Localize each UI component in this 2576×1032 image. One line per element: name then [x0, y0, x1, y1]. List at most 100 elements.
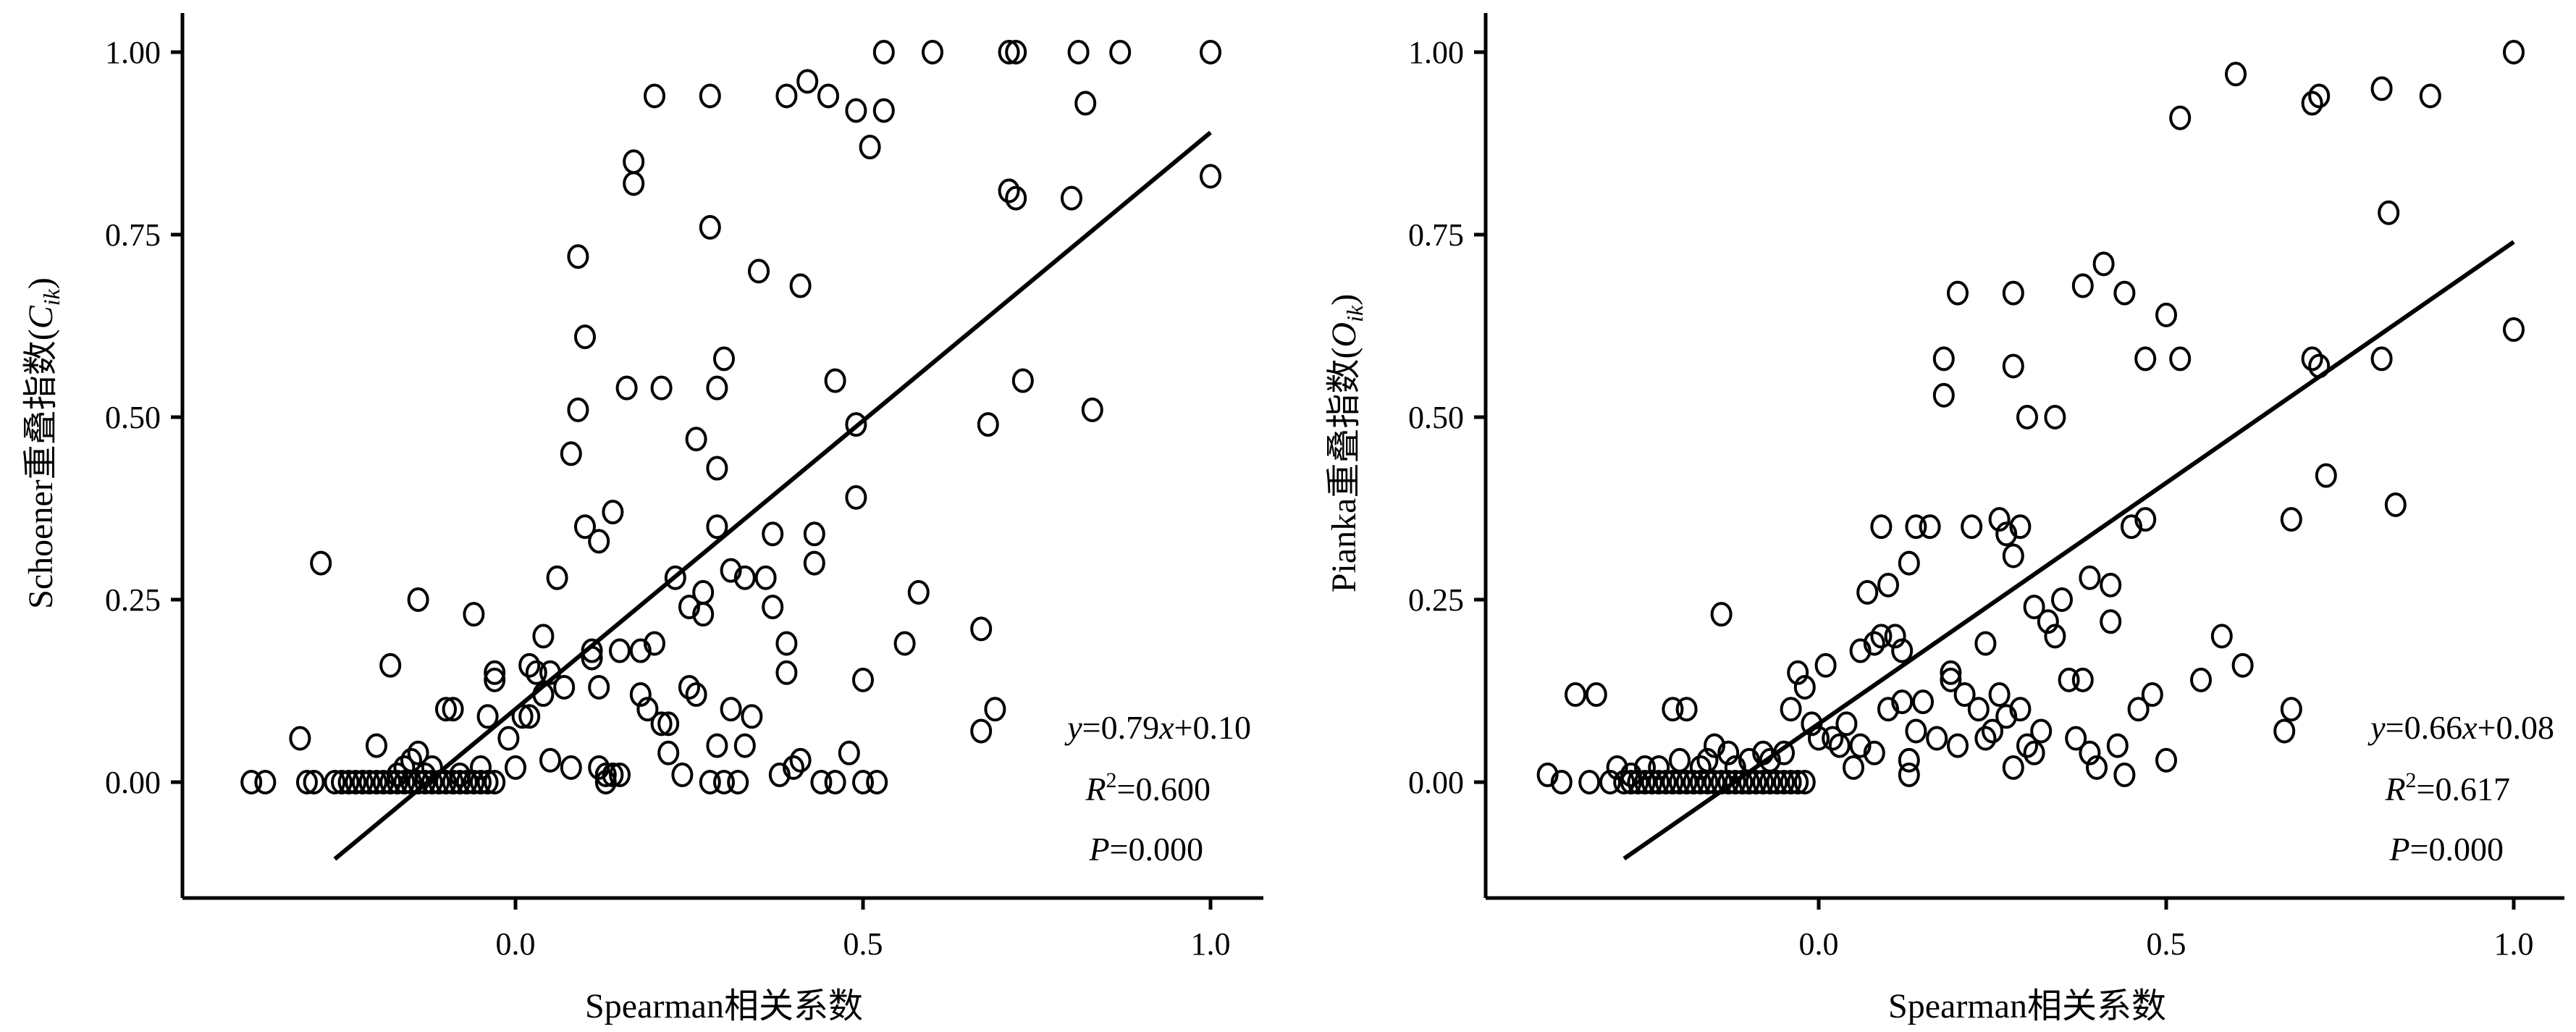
data-point-schoener-121: [789, 747, 812, 773]
data-point-schoener-52: [525, 660, 547, 685]
data-point-schoener-144: [977, 412, 999, 437]
data-point-schoener-81: [636, 697, 659, 722]
data-point-schoener-141: [922, 40, 943, 64]
eq-mid: =0.79: [1082, 709, 1159, 746]
data-point-pianka-23: [1724, 770, 1746, 794]
data-point-schoener-91: [678, 595, 700, 620]
data-point-pianka-78: [1919, 514, 1941, 540]
data-point-pianka-62: [1856, 579, 1879, 605]
data-point-pianka-119: [2100, 609, 2122, 634]
regression-equation-schoener: y=0.79x+0.10: [1064, 709, 1251, 746]
data-point-schoener-68: [588, 529, 610, 554]
data-point-schoener-69: [588, 755, 610, 780]
data-point-pianka-67: [1877, 572, 1899, 597]
data-point-pianka-20: [1704, 770, 1725, 794]
data-point-schoener-5: [310, 550, 332, 576]
data-point-schoener-24: [449, 770, 471, 794]
data-point-schoener-70: [594, 762, 617, 787]
data-point-schoener-75: [609, 762, 631, 787]
data-point-schoener-152: [1067, 40, 1090, 64]
data-point-schoener-105: [720, 558, 742, 583]
data-point-pianka-48: [1759, 747, 1781, 773]
data-point-pianka-77: [1912, 689, 1934, 715]
data-point-pianka-114: [2071, 667, 2094, 692]
data-point-schoener-110: [741, 704, 763, 729]
data-point-schoener-96: [699, 83, 721, 109]
data-point-pianka-17: [1683, 770, 1705, 794]
data-point-pianka-39: [1675, 697, 1698, 722]
data-point-pianka-65: [1870, 514, 1893, 540]
data-point-schoener-156: [1200, 40, 1221, 64]
data-point-pianka-105: [2023, 595, 2045, 620]
data-point-schoener-77: [623, 149, 645, 175]
data-point-schoener-10: [351, 770, 374, 794]
x-ticks-schoener: 0.0 0.5 1.0: [496, 898, 1231, 962]
data-point-pianka-7: [1613, 770, 1636, 794]
data-point-pianka-135: [2225, 62, 2247, 87]
data-point-schoener-13: [372, 770, 395, 794]
data-point-schoener-26: [463, 770, 485, 794]
data-point-schoener-153: [1074, 91, 1097, 116]
data-point-pianka-98: [2002, 543, 2024, 569]
data-point-schoener-146: [998, 40, 1020, 64]
data-point-schoener-16: [393, 770, 416, 794]
data-point-schoener-71: [594, 770, 617, 794]
data-point-pianka-104: [2023, 740, 2045, 765]
x-axis-title-pianka: Spearman相关系数: [1888, 987, 2166, 1025]
data-point-pianka-109: [2044, 624, 2066, 649]
x-tick-label: 0.0: [1799, 926, 1839, 962]
data-point-pianka-149: [2419, 83, 2441, 109]
data-point-pianka-132: [2169, 105, 2192, 130]
y-ticks-schoener: 0.00 0.25 0.50 0.75 1.00: [105, 35, 182, 800]
data-point-pianka-76: [1905, 718, 1927, 744]
data-point-pianka-11: [1641, 770, 1663, 794]
data-point-schoener-39: [435, 697, 457, 722]
data-point-schoener-88: [664, 565, 686, 590]
data-point-schoener-8: [337, 770, 360, 794]
data-point-pianka-95: [1995, 704, 2018, 729]
data-point-schoener-129: [838, 740, 860, 765]
data-point-schoener-33: [393, 755, 416, 780]
data-point-pianka-50: [1780, 697, 1802, 722]
scatter-panel-schoener: 0.00 0.25 0.50 0.75 1.00 0.0 0.5 1.0 Spearman相…: [22, 13, 1263, 1025]
data-point-pianka-103: [2016, 733, 2038, 758]
data-point-schoener-32: [386, 762, 408, 787]
data-point-schoener-86: [657, 711, 680, 737]
data-point-schoener-103: [713, 346, 735, 372]
data-point-pianka-118: [2092, 251, 2115, 277]
data-point-pianka-96: [2002, 280, 2024, 306]
data-point-pianka-136: [2231, 653, 2254, 678]
data-point-pianka-41: [1696, 747, 1719, 773]
data-point-pianka-6: [1606, 755, 1628, 780]
data-point-pianka-60: [1849, 733, 1872, 758]
data-point-pianka-92: [1988, 507, 2011, 532]
regression-line-schoener: [333, 130, 1212, 861]
data-point-pianka-86: [1953, 682, 1976, 708]
data-point-pianka-54: [1808, 726, 1830, 751]
data-point-pianka-134: [2210, 624, 2233, 649]
eq-y: y: [1064, 709, 1082, 746]
data-point-schoener-93: [685, 682, 707, 708]
data-point-pianka-33: [1793, 770, 1816, 794]
data-point-schoener-98: [699, 770, 721, 794]
y-axis-title-var: O: [1325, 322, 1363, 348]
data-point-schoener-104: [713, 770, 735, 794]
y-axis-title-close: ): [1325, 294, 1363, 306]
data-point-schoener-123: [803, 521, 825, 547]
data-point-pianka-113: [2071, 273, 2094, 298]
data-point-schoener-22: [435, 770, 457, 794]
data-point-schoener-138: [872, 40, 895, 64]
data-point-schoener-63: [574, 324, 596, 350]
data-point-schoener-97: [699, 214, 721, 240]
data-point-pianka-57: [1828, 733, 1851, 758]
data-point-schoener-61: [567, 244, 589, 269]
data-point-schoener-154: [1081, 397, 1103, 422]
data-point-pianka-110: [2051, 587, 2073, 612]
y-tick-label: 1.00: [1408, 35, 1464, 70]
data-point-schoener-139: [893, 631, 916, 656]
y-tick-label: 1.00: [105, 35, 161, 70]
data-point-pianka-74: [1898, 747, 1920, 773]
data-point-schoener-40: [442, 697, 464, 722]
data-point-schoener-11: [358, 770, 381, 794]
